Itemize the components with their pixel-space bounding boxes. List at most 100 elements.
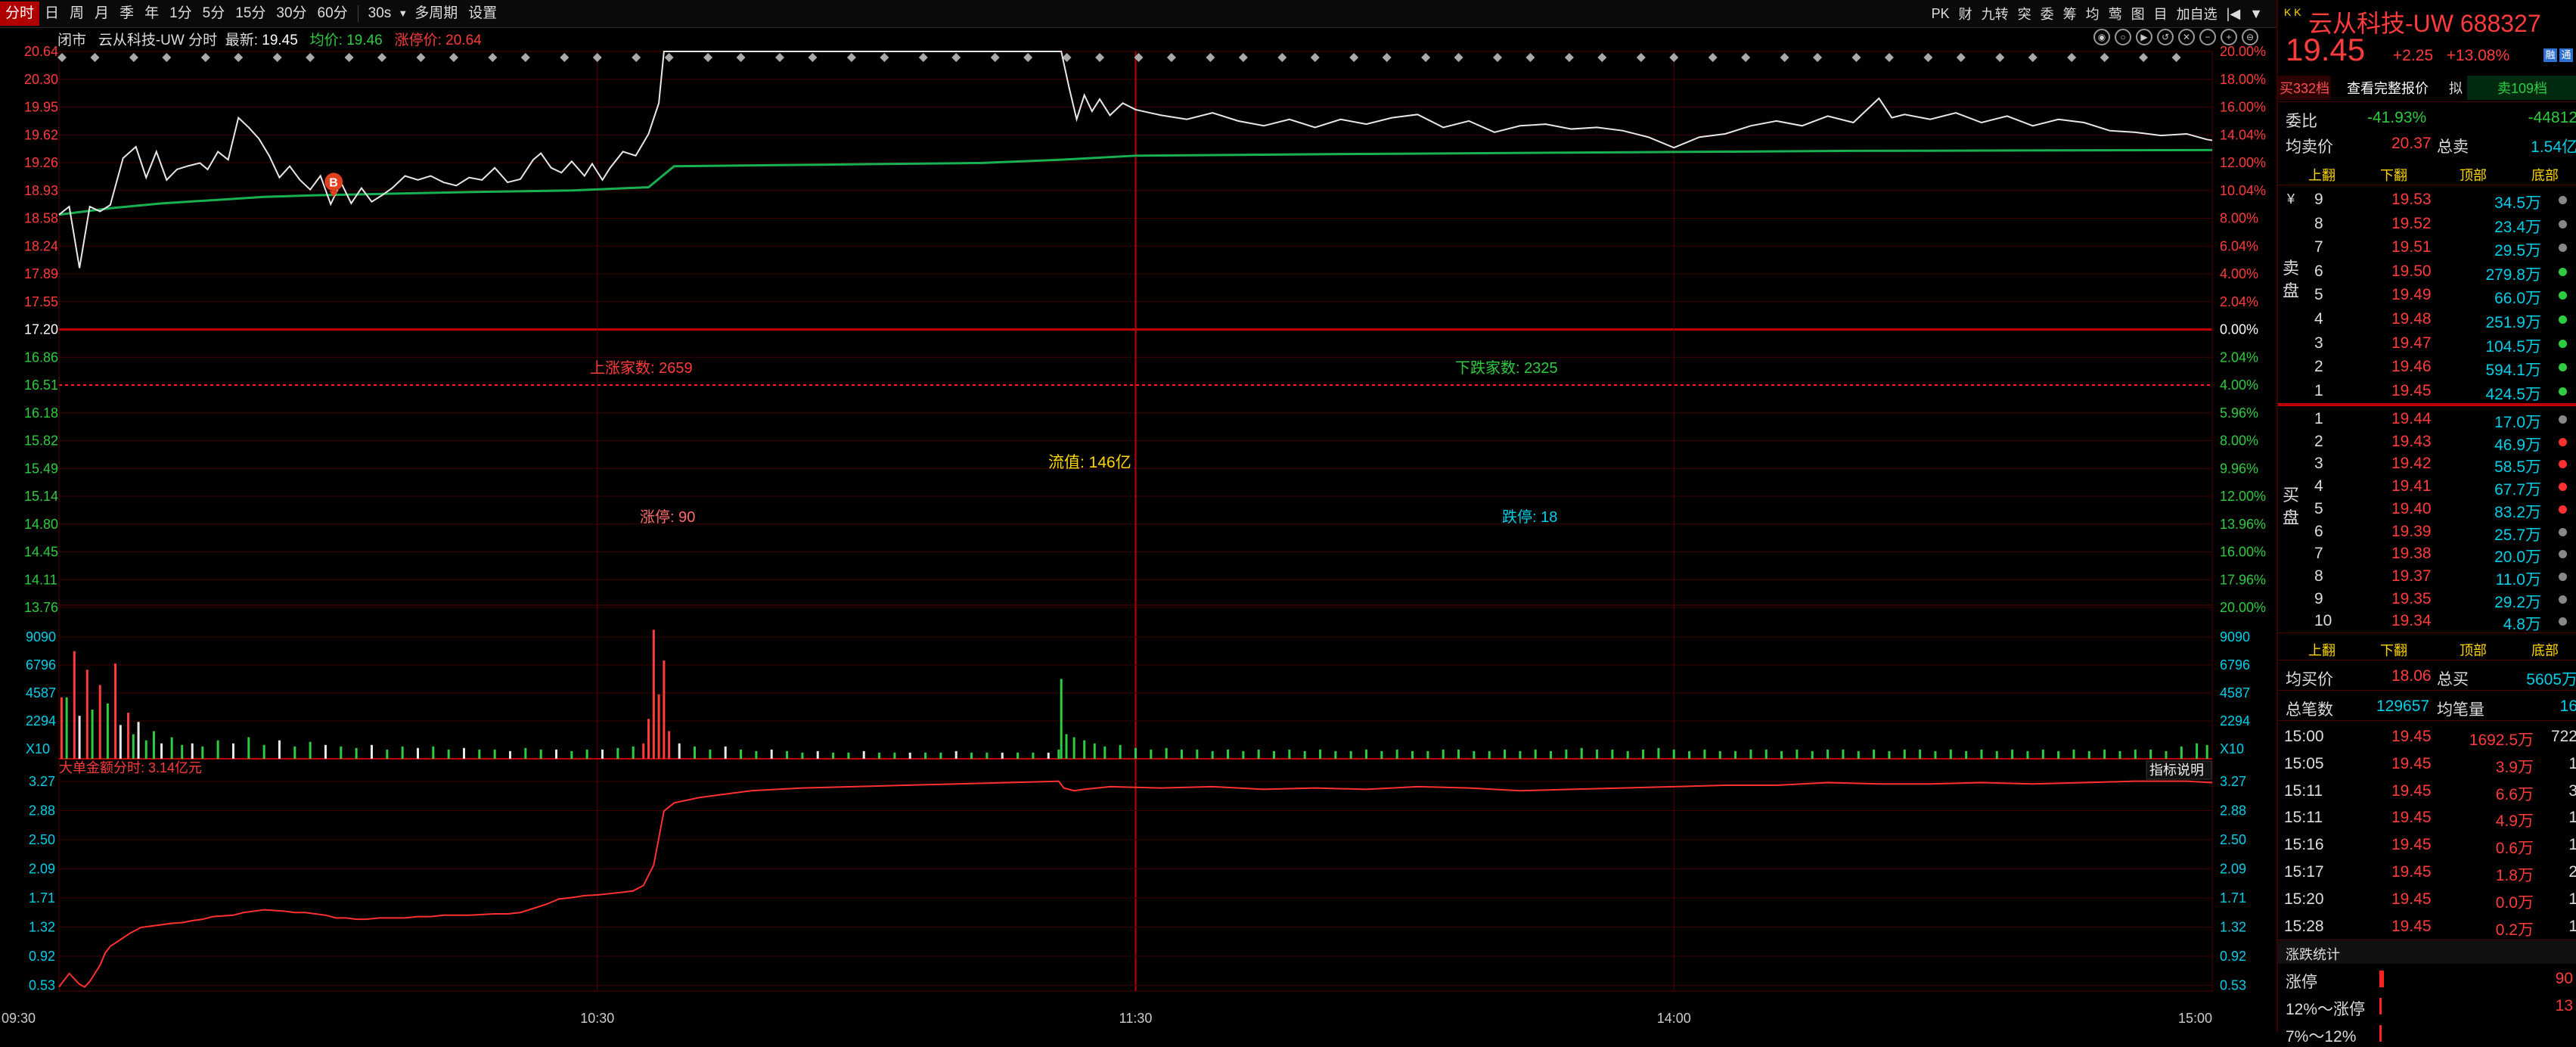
bid-level-row[interactable]: 5 19.40 83.2万 bbox=[2278, 497, 2576, 521]
bid-level-row[interactable]: 1 19.44 17.0万 bbox=[2278, 407, 2576, 431]
pct-tick-label: 2.04% bbox=[2220, 294, 2258, 309]
tick-row[interactable]: 15:16 19.45 0.6万 1 bbox=[2278, 833, 2576, 857]
toolbar-tool[interactable]: 莺 bbox=[2108, 7, 2122, 22]
mini-button[interactable]: 拟 bbox=[2449, 81, 2463, 96]
tab-buy-levels[interactable]: 买332档 bbox=[2278, 76, 2331, 100]
event-diamond bbox=[1310, 53, 1320, 62]
ask-level-row[interactable]: 6 19.50 279.8万 bbox=[2278, 259, 2576, 284]
stats-row[interactable]: 涨停 90 bbox=[2278, 967, 2576, 991]
toolbar-tool[interactable]: 目 bbox=[2153, 7, 2168, 22]
tab-sell-levels[interactable]: 卖109档 bbox=[2467, 76, 2576, 100]
page-up-button[interactable]: 上翻 bbox=[2308, 643, 2335, 658]
toolbar-tool[interactable]: 委 bbox=[2040, 7, 2054, 22]
tick-price: 19.45 bbox=[2391, 917, 2432, 935]
bid-level-row[interactable]: 7 19.38 20.0万 bbox=[2278, 542, 2576, 566]
ask-level-row[interactable]: 8 19.52 23.4万 bbox=[2278, 212, 2576, 236]
ask-level-row[interactable]: 4 19.48 251.9万 bbox=[2278, 307, 2576, 331]
stats-row[interactable]: 7%～12% bbox=[2278, 1021, 2576, 1045]
page-down-button[interactable]: 下翻 bbox=[2380, 643, 2407, 658]
event-diamond bbox=[736, 53, 746, 62]
minus-circle-icon[interactable]: ⊖ bbox=[2242, 29, 2258, 45]
connect-badge[interactable]: 通 bbox=[2559, 48, 2573, 62]
ask-level-row[interactable]: 2 19.46 594.1万 bbox=[2278, 355, 2576, 379]
period-tab[interactable]: 60分 bbox=[317, 5, 348, 21]
toolbar-tool[interactable]: 加自选 bbox=[2176, 7, 2218, 22]
bid-volume: 29.2万 bbox=[2494, 593, 2541, 611]
toolbar-tool[interactable]: 均 bbox=[2085, 7, 2100, 22]
full-quote-button[interactable]: 查看完整报价 bbox=[2331, 76, 2444, 100]
ask-level-row[interactable]: 1 19.45 424.5万 bbox=[2278, 379, 2576, 403]
toolbar-tool[interactable]: ▼ bbox=[2249, 5, 2263, 21]
zoom-in-icon[interactable]: + bbox=[2221, 29, 2237, 45]
period-tab[interactable]: 30分 bbox=[276, 5, 307, 21]
page-top-button[interactable]: 顶部 bbox=[2460, 168, 2487, 183]
limit-down-label: 跌停: 18 bbox=[1502, 508, 1557, 526]
tick-volume: 0.0万 bbox=[2495, 893, 2534, 912]
tick-row[interactable]: 15:17 19.45 1.8万 2 bbox=[2278, 860, 2576, 884]
stats-row[interactable]: 12%～涨停 13 bbox=[2278, 994, 2576, 1018]
period-tab[interactable]: 分时 bbox=[0, 2, 40, 26]
toolbar-tool[interactable]: 财 bbox=[1958, 7, 1972, 22]
settings-button[interactable]: 设置 bbox=[468, 5, 498, 21]
bid-level-row[interactable]: 6 19.39 25.7万 bbox=[2278, 520, 2576, 544]
play-icon[interactable]: ▶ bbox=[2136, 29, 2152, 45]
pct-tick-label: 14.04% bbox=[2220, 127, 2266, 142]
toolbar-tool[interactable]: PK bbox=[1931, 5, 1950, 21]
period-tab[interactable]: 5分 bbox=[202, 5, 225, 21]
eye-outline-icon[interactable]: ○ bbox=[2115, 29, 2131, 45]
zoom-out-icon[interactable]: − bbox=[2199, 29, 2216, 45]
bid-level-row[interactable]: 9 19.35 29.2万 bbox=[2278, 587, 2576, 611]
event-diamond bbox=[703, 53, 713, 62]
bid-level-row[interactable]: 2 19.43 46.9万 bbox=[2278, 430, 2576, 454]
eye-icon[interactable]: ◉ bbox=[2093, 29, 2110, 45]
ask-level-row[interactable]: 5 19.49 66.0万 bbox=[2278, 283, 2576, 307]
deal-count-value: 129657 bbox=[2376, 697, 2430, 715]
page-up-button[interactable]: 上翻 bbox=[2308, 168, 2335, 183]
tick-row[interactable]: 15:05 19.45 3.9万 1 bbox=[2278, 752, 2576, 776]
status-dot bbox=[2559, 387, 2567, 396]
toolbar-tool[interactable]: |◀ bbox=[2226, 5, 2241, 21]
page-down-button[interactable]: 下翻 bbox=[2380, 168, 2407, 183]
interval-select[interactable]: 30s bbox=[368, 5, 392, 21]
ask-level: 5 bbox=[2314, 286, 2323, 304]
toolbar-tool[interactable]: 筹 bbox=[2062, 7, 2077, 22]
status-dot bbox=[2559, 483, 2567, 492]
page-bottom-button[interactable]: 底部 bbox=[2531, 643, 2559, 658]
pct-tick-label: 18.00% bbox=[2220, 72, 2266, 87]
bid-level-row[interactable]: 3 19.42 58.5万 bbox=[2278, 452, 2576, 476]
stats-header[interactable]: 涨跌统计 bbox=[2278, 941, 2576, 964]
period-tab[interactable]: 月 bbox=[95, 5, 110, 21]
indicator-help-button bbox=[2146, 760, 2212, 780]
period-tab[interactable]: 日 bbox=[45, 5, 60, 21]
period-tab[interactable]: 周 bbox=[70, 5, 85, 21]
multi-period-button[interactable]: 多周期 bbox=[414, 5, 458, 21]
page-top-button[interactable]: 顶部 bbox=[2460, 643, 2487, 658]
tick-row[interactable]: 15:20 19.45 0.0万 1 bbox=[2278, 887, 2576, 912]
tick-row[interactable]: 15:00 19.45 1692.5万 722 bbox=[2278, 725, 2576, 749]
tick-row[interactable]: 15:28 19.45 0.2万 1 bbox=[2278, 915, 2576, 939]
ask-level-row[interactable]: 7 19.51 29.5万 bbox=[2278, 235, 2576, 259]
quote-info-line: 闭市 云从科技-UW 分时 最新: 19.45 均价: 19.46 涨停价: 2… bbox=[57, 29, 482, 49]
toolbar-tool[interactable]: 图 bbox=[2131, 7, 2145, 22]
intraday-chart[interactable]: 20.64 20.00% 20.30 18.00% 19.95 16.00% 19.62 14… bbox=[0, 0, 2277, 1033]
margin-badge[interactable]: 融 bbox=[2543, 48, 2557, 62]
period-tab[interactable]: 年 bbox=[144, 5, 160, 21]
chevron-down-icon[interactable]: ▼ bbox=[398, 8, 408, 19]
page-bottom-button[interactable]: 底部 bbox=[2531, 168, 2559, 183]
period-tab[interactable]: 15分 bbox=[235, 5, 266, 21]
ask-level-row[interactable]: 9 19.53 34.5万 bbox=[2278, 188, 2576, 212]
toolbar-tool[interactable]: 突 bbox=[2017, 7, 2031, 22]
ask-level-row[interactable]: 3 19.47 104.5万 bbox=[2278, 331, 2576, 356]
pct-tick-label: 12.00% bbox=[2220, 155, 2266, 170]
bid-level-row[interactable]: 8 19.37 11.0万 bbox=[2278, 564, 2576, 589]
rewind-icon[interactable]: ↺ bbox=[2157, 29, 2174, 45]
tick-row[interactable]: 15:11 19.45 6.6万 3 bbox=[2278, 779, 2576, 803]
period-tab[interactable]: 季 bbox=[119, 5, 135, 21]
toolbar-tool[interactable]: 九转 bbox=[1981, 7, 2009, 22]
kline-toggle[interactable]: K K bbox=[2284, 6, 2301, 18]
bid-level-row[interactable]: 4 19.41 67.7万 bbox=[2278, 474, 2576, 499]
bid-level-row[interactable]: 10 19.34 4.8万 bbox=[2278, 609, 2576, 633]
tick-row[interactable]: 15:11 19.45 4.9万 1 bbox=[2278, 806, 2576, 830]
period-tab[interactable]: 1分 bbox=[169, 5, 192, 21]
cross-icon[interactable]: ✕ bbox=[2178, 29, 2195, 45]
